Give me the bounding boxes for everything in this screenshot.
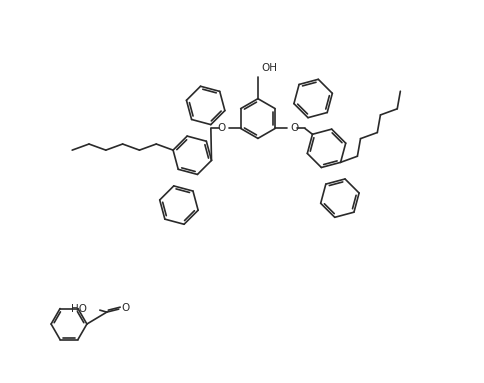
Text: HO: HO [71,304,87,314]
Text: OH: OH [260,63,276,73]
Text: O: O [121,303,130,313]
Text: O: O [217,123,226,133]
Text: O: O [289,123,298,133]
